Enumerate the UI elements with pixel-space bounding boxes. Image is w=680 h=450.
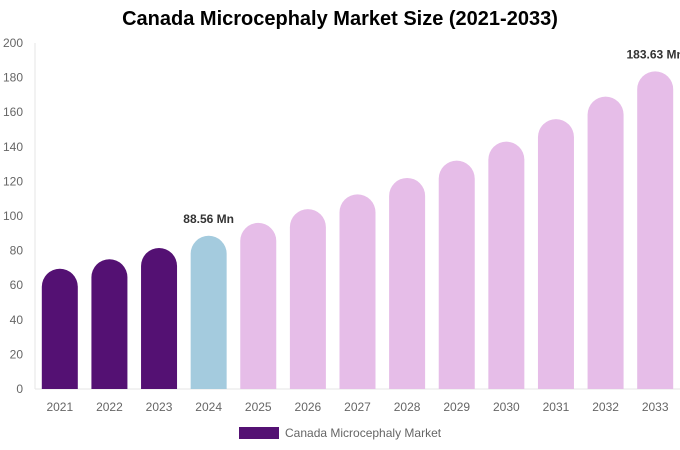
x-tick-label: 2026 [295,400,322,414]
y-tick-label: 60 [10,278,24,292]
bar-2027 [339,194,376,389]
x-tick-label: 2021 [46,400,73,414]
bar-2028 [389,177,426,389]
chart-title: Canada Microcephaly Market Size (2021-20… [122,8,558,30]
y-tick-label: 80 [10,244,24,258]
x-tick-label: 2032 [592,400,619,414]
x-tick-label: 2030 [493,400,520,414]
x-tick-label: 2031 [543,400,570,414]
y-tick-label: 40 [10,313,24,327]
data-label: 88.56 Mn [183,212,234,226]
legend-swatch [239,427,279,439]
x-tick-label: 2029 [443,400,470,414]
y-tick-label: 100 [3,209,23,223]
bar-2024 [190,235,227,389]
bar-2030 [488,141,525,389]
bar-2025 [240,222,277,389]
x-tick-label: 2022 [96,400,123,414]
legend[interactable]: Canada Microcephaly Market [239,426,441,440]
x-tick-label: 2025 [245,400,272,414]
x-tick-label: 2033 [642,400,669,414]
bar-2022 [91,259,128,389]
legend-label: Canada Microcephaly Market [285,426,442,440]
y-tick-label: 160 [3,105,23,119]
x-tick-label: 2024 [195,400,222,414]
x-tick-label: 2027 [344,400,371,414]
bar-2031 [537,119,574,389]
bar-2032 [587,96,624,389]
y-tick-label: 0 [16,382,23,396]
bar-2029 [438,160,475,389]
bar-2021 [41,268,78,389]
y-tick-label: 20 [10,347,24,361]
y-tick-label: 180 [3,71,23,85]
y-tick-label: 140 [3,140,23,154]
bar-2026 [289,209,326,389]
y-tick-label: 200 [3,36,23,50]
x-tick-label: 2028 [394,400,421,414]
bar-2023 [141,248,178,389]
data-label: 183.63 Mn [627,47,680,61]
bar-2033 [637,71,674,389]
x-tick-label: 2023 [146,400,173,414]
y-tick-label: 120 [3,174,23,188]
